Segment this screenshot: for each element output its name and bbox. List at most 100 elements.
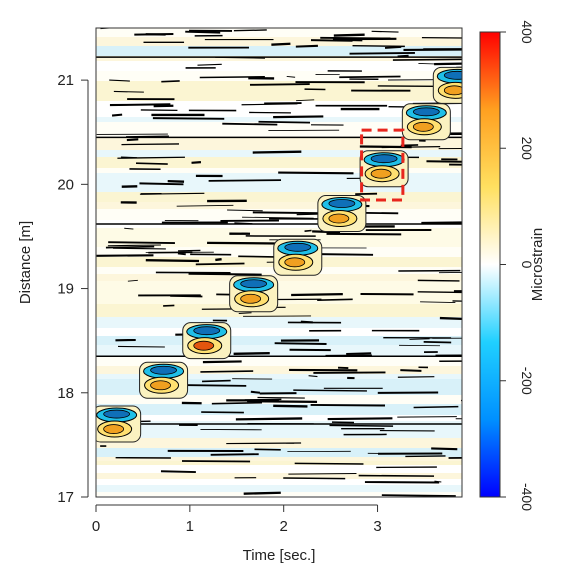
contour-streak	[417, 279, 460, 282]
contour-streak	[124, 227, 134, 230]
contour-streak	[397, 376, 435, 378]
strain-band	[96, 168, 462, 173]
contour-streak	[233, 29, 267, 32]
contour-streak	[359, 145, 412, 149]
contour-streak	[121, 143, 180, 146]
y-tick-label: 17	[57, 489, 74, 506]
strain-band	[96, 132, 462, 138]
strain-band	[96, 345, 462, 349]
contour-streak	[296, 99, 315, 102]
contour-streak	[252, 211, 322, 215]
strain-band	[96, 457, 462, 461]
contour-streak	[108, 241, 175, 244]
contour-streak	[195, 262, 245, 266]
contour-streak	[271, 42, 291, 46]
x-tick-label: 0	[92, 518, 100, 535]
colorbar-tick-label: 0	[519, 261, 535, 269]
contour-streak	[392, 58, 462, 61]
strain-band	[96, 404, 462, 415]
contour-streak	[176, 204, 234, 207]
wheel-event	[139, 361, 189, 399]
contour-streak	[286, 75, 296, 78]
wheel-event	[182, 322, 232, 360]
strain-band	[96, 81, 462, 92]
contour-streak	[313, 371, 386, 374]
contour-streak	[243, 491, 281, 495]
contour-streak	[339, 75, 401, 79]
strain-band	[96, 473, 462, 479]
contour-streak	[109, 79, 130, 82]
wheel-event	[401, 103, 451, 141]
contour-streak	[426, 160, 462, 163]
contour-streak	[249, 83, 310, 86]
strain-band	[96, 150, 462, 157]
contour-streak	[420, 301, 456, 304]
contour-streak	[244, 398, 282, 401]
contour-streak	[258, 120, 311, 124]
y-tick-label: 21	[57, 72, 74, 89]
highlight-box	[360, 128, 405, 202]
contour-streak	[278, 171, 354, 175]
contour-streak	[238, 255, 275, 258]
contour-streak	[170, 295, 203, 298]
contour-streak	[211, 401, 263, 405]
contour-streak	[310, 39, 353, 42]
contour-streak	[274, 342, 327, 345]
strain-band	[96, 46, 462, 56]
contour-streak	[291, 292, 343, 297]
strain-band	[96, 173, 462, 180]
contour-streak	[346, 352, 372, 355]
contour-streak	[200, 370, 254, 373]
colorbar-scale	[479, 31, 501, 498]
strain-band	[96, 485, 462, 492]
plot-frame	[95, 27, 463, 498]
strain-band	[96, 328, 462, 336]
contour-streak	[126, 138, 139, 142]
contour-streak	[405, 455, 446, 458]
strain-band	[96, 465, 462, 473]
contour-streak	[117, 156, 185, 159]
colorbar-tick-label: 200	[519, 137, 535, 161]
strain-band	[96, 202, 462, 209]
contour-streak	[109, 103, 171, 107]
colorbar-label: Microstrain	[529, 228, 546, 301]
contour-streak	[215, 257, 222, 262]
contour-streak	[233, 351, 270, 355]
contour-streak	[431, 447, 458, 451]
contour-streak	[273, 115, 324, 119]
strain-band	[96, 56, 462, 61]
contour-streak	[202, 360, 242, 364]
contour-streak	[349, 52, 415, 55]
wheel-event	[229, 275, 279, 313]
strain-band	[96, 317, 462, 328]
y-axis: 17 18 19 20 21	[57, 72, 89, 506]
strain-band	[96, 28, 462, 37]
wheel-event	[273, 238, 323, 276]
strain-band	[96, 492, 462, 496]
contour-streak	[160, 470, 196, 474]
strain-band	[96, 374, 462, 379]
contour-streak	[329, 424, 394, 427]
contour-streak	[191, 161, 202, 164]
contour-streak	[139, 192, 205, 195]
x-tick-label: 2	[280, 518, 288, 535]
contour-streak	[107, 244, 161, 247]
contour-streak	[293, 389, 367, 392]
contour-streak	[434, 62, 462, 66]
contour-streak	[326, 232, 402, 236]
strain-band	[96, 479, 462, 485]
contour-streak	[421, 37, 462, 39]
strain-band	[96, 37, 462, 46]
strain-band	[96, 448, 462, 457]
contour-streak	[304, 229, 312, 232]
contour-streak	[327, 417, 393, 421]
contour-streak	[438, 272, 462, 274]
contour-streak	[371, 30, 399, 33]
contour-streak	[352, 44, 405, 48]
contour-streak	[96, 254, 154, 257]
strain-band	[96, 117, 462, 122]
contour-streak	[381, 494, 456, 497]
contour-streak	[294, 462, 364, 465]
y-tick-label: 18	[57, 385, 74, 402]
